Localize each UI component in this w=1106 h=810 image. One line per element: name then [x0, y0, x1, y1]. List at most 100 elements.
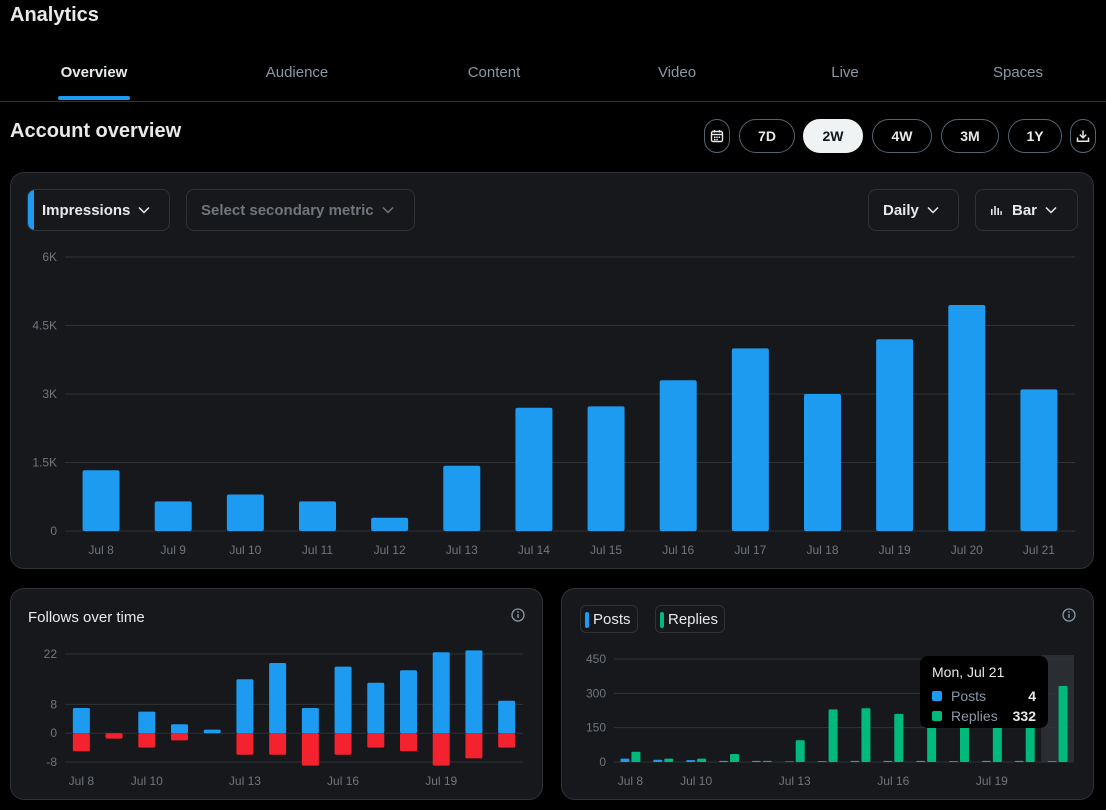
replies-bar: [697, 758, 707, 762]
follows-bar: [432, 652, 450, 734]
replies-bar: [861, 708, 871, 762]
impressions-bar: [804, 394, 841, 531]
follows-chart: -8 0 8 22 Jul 8 Jul 10 Jul 13 Jul 16 Jul 19: [44, 647, 523, 788]
impressions-bar: [1020, 389, 1058, 531]
range-2w-button[interactable]: 2W: [803, 119, 863, 153]
unfollows-bar: [236, 733, 254, 755]
impressions-bar: [299, 501, 336, 531]
y-tick-label: 4.5K: [32, 319, 57, 333]
posts-replies-chart: 0 150 300 450 Jul 8 Jul 10 Jul 13 Jul 16 Jul 19: [586, 652, 1074, 788]
follows-bar: [269, 663, 287, 734]
range-4w-button[interactable]: 4W: [872, 119, 932, 153]
x-tick-label: Jul 16: [662, 543, 694, 557]
tooltip-row-posts: Posts 4: [932, 686, 1036, 706]
impressions-bar: [515, 407, 553, 531]
legend-replies-label: Replies: [668, 610, 719, 628]
tooltip-replies-swatch: [932, 711, 942, 721]
chart-type-label: Bar: [1012, 201, 1038, 219]
tab-audience[interactable]: Audience: [265, 64, 329, 81]
y-tick-label: 1.5K: [32, 456, 57, 470]
impressions-bar: [371, 517, 409, 531]
calendar-button[interactable]: [704, 119, 730, 153]
active-tab-indicator: [58, 96, 130, 100]
posts-bar: [817, 761, 827, 762]
x-tick-label: Jul 14: [518, 543, 550, 557]
posts-bar: [784, 761, 794, 762]
posts-replies-card: Posts Replies 0 150 300 450 Jul 8 Jul 10 Jul 1…: [561, 588, 1094, 800]
impressions-bar: [587, 406, 625, 531]
info-icon[interactable]: [510, 607, 526, 623]
tooltip-title: Mon, Jul 21: [932, 664, 1005, 680]
tooltip-row-replies: Replies 332: [932, 706, 1036, 726]
y-tick-label: -8: [46, 755, 57, 769]
y-tick-label: 150: [586, 721, 606, 735]
unfollows-bar: [171, 733, 188, 741]
x-tick-label: Jul 19: [976, 774, 1008, 788]
x-tick-label: Jul 9: [161, 543, 187, 557]
impressions-bar: [443, 465, 481, 531]
x-tick-label: Jul 18: [806, 543, 838, 557]
posts-bar: [1014, 760, 1024, 762]
posts-bar: [916, 760, 926, 762]
range-1y-button[interactable]: 1Y: [1008, 119, 1062, 153]
tab-spaces[interactable]: Spaces: [992, 64, 1044, 81]
x-tick-label: Jul 15: [590, 543, 622, 557]
primary-metric-dropdown[interactable]: Impressions: [27, 189, 170, 231]
follows-card: Follows over time -8 0 8 22 Jul 8 Jul 10 Jul 1…: [10, 588, 543, 800]
impressions-bar: [226, 494, 264, 531]
tab-video[interactable]: Video: [657, 64, 697, 81]
follows-bar: [236, 679, 254, 734]
secondary-metric-placeholder: Select secondary metric: [201, 201, 374, 219]
x-tick-label: Jul 21: [1023, 543, 1055, 557]
replies-bar: [664, 758, 674, 762]
tab-overview[interactable]: Overview: [60, 64, 128, 81]
impressions-chart: 0 1.5K 3K 4.5K 6K Jul 8 Jul 9 Jul 10 Jul 11 Jul 1…: [32, 250, 1075, 557]
follows-bar: [138, 711, 156, 734]
section-title: Account overview: [10, 120, 182, 142]
follows-bar: [400, 670, 417, 734]
y-tick-label: 450: [586, 652, 606, 666]
range-7d-button[interactable]: 7D: [739, 119, 795, 153]
replies-bar: [730, 753, 739, 762]
chart-type-dropdown[interactable]: Bar: [975, 189, 1078, 231]
posts-bar: [981, 760, 991, 762]
tooltip-replies-value: 332: [1012, 708, 1036, 724]
legend-posts-swatch: [585, 612, 589, 628]
legend-posts[interactable]: Posts: [580, 605, 638, 633]
unfollows-bar: [367, 733, 385, 748]
posts-bar: [719, 760, 728, 762]
follows-bar: [171, 724, 188, 734]
x-tick-label: Jul 8: [618, 774, 644, 788]
legend-replies[interactable]: Replies: [655, 605, 725, 633]
unfollows-bar: [498, 733, 516, 748]
chevron-down-icon: [382, 206, 394, 214]
unfollows-bar: [72, 733, 90, 752]
chevron-down-icon: [927, 206, 939, 214]
replies-bar: [828, 709, 838, 762]
tab-live[interactable]: Live: [831, 64, 859, 81]
follows-bar: [203, 729, 221, 734]
x-tick-label: Jul 17: [734, 543, 766, 557]
info-icon[interactable]: [1061, 607, 1077, 623]
x-tick-label: Jul 8: [69, 774, 95, 788]
primary-metric-label: Impressions: [42, 201, 131, 219]
tab-bar: Overview Audience Content Video Live Spa…: [0, 50, 1106, 102]
download-button[interactable]: [1070, 119, 1096, 153]
y-tick-label: 6K: [42, 250, 57, 264]
posts-bar: [620, 758, 630, 762]
x-tick-label: Jul 8: [88, 543, 114, 557]
range-3m-button[interactable]: 3M: [941, 119, 999, 153]
interval-dropdown[interactable]: Daily: [868, 189, 959, 231]
posts-bar: [653, 759, 663, 762]
replies-bar: [795, 740, 805, 762]
posts-bar: [686, 760, 696, 762]
tab-content[interactable]: Content: [467, 64, 521, 81]
replies-bar: [631, 751, 641, 762]
secondary-metric-dropdown[interactable]: Select secondary metric: [186, 189, 415, 231]
impressions-bar: [876, 339, 914, 531]
posts-bar: [949, 761, 958, 762]
x-tick-label: Jul 12: [374, 543, 406, 557]
chart-tooltip: Mon, Jul 21 Posts 4 Replies 332: [920, 656, 1048, 728]
follows-bar: [72, 708, 90, 734]
tooltip-replies-label: Replies: [951, 708, 998, 724]
